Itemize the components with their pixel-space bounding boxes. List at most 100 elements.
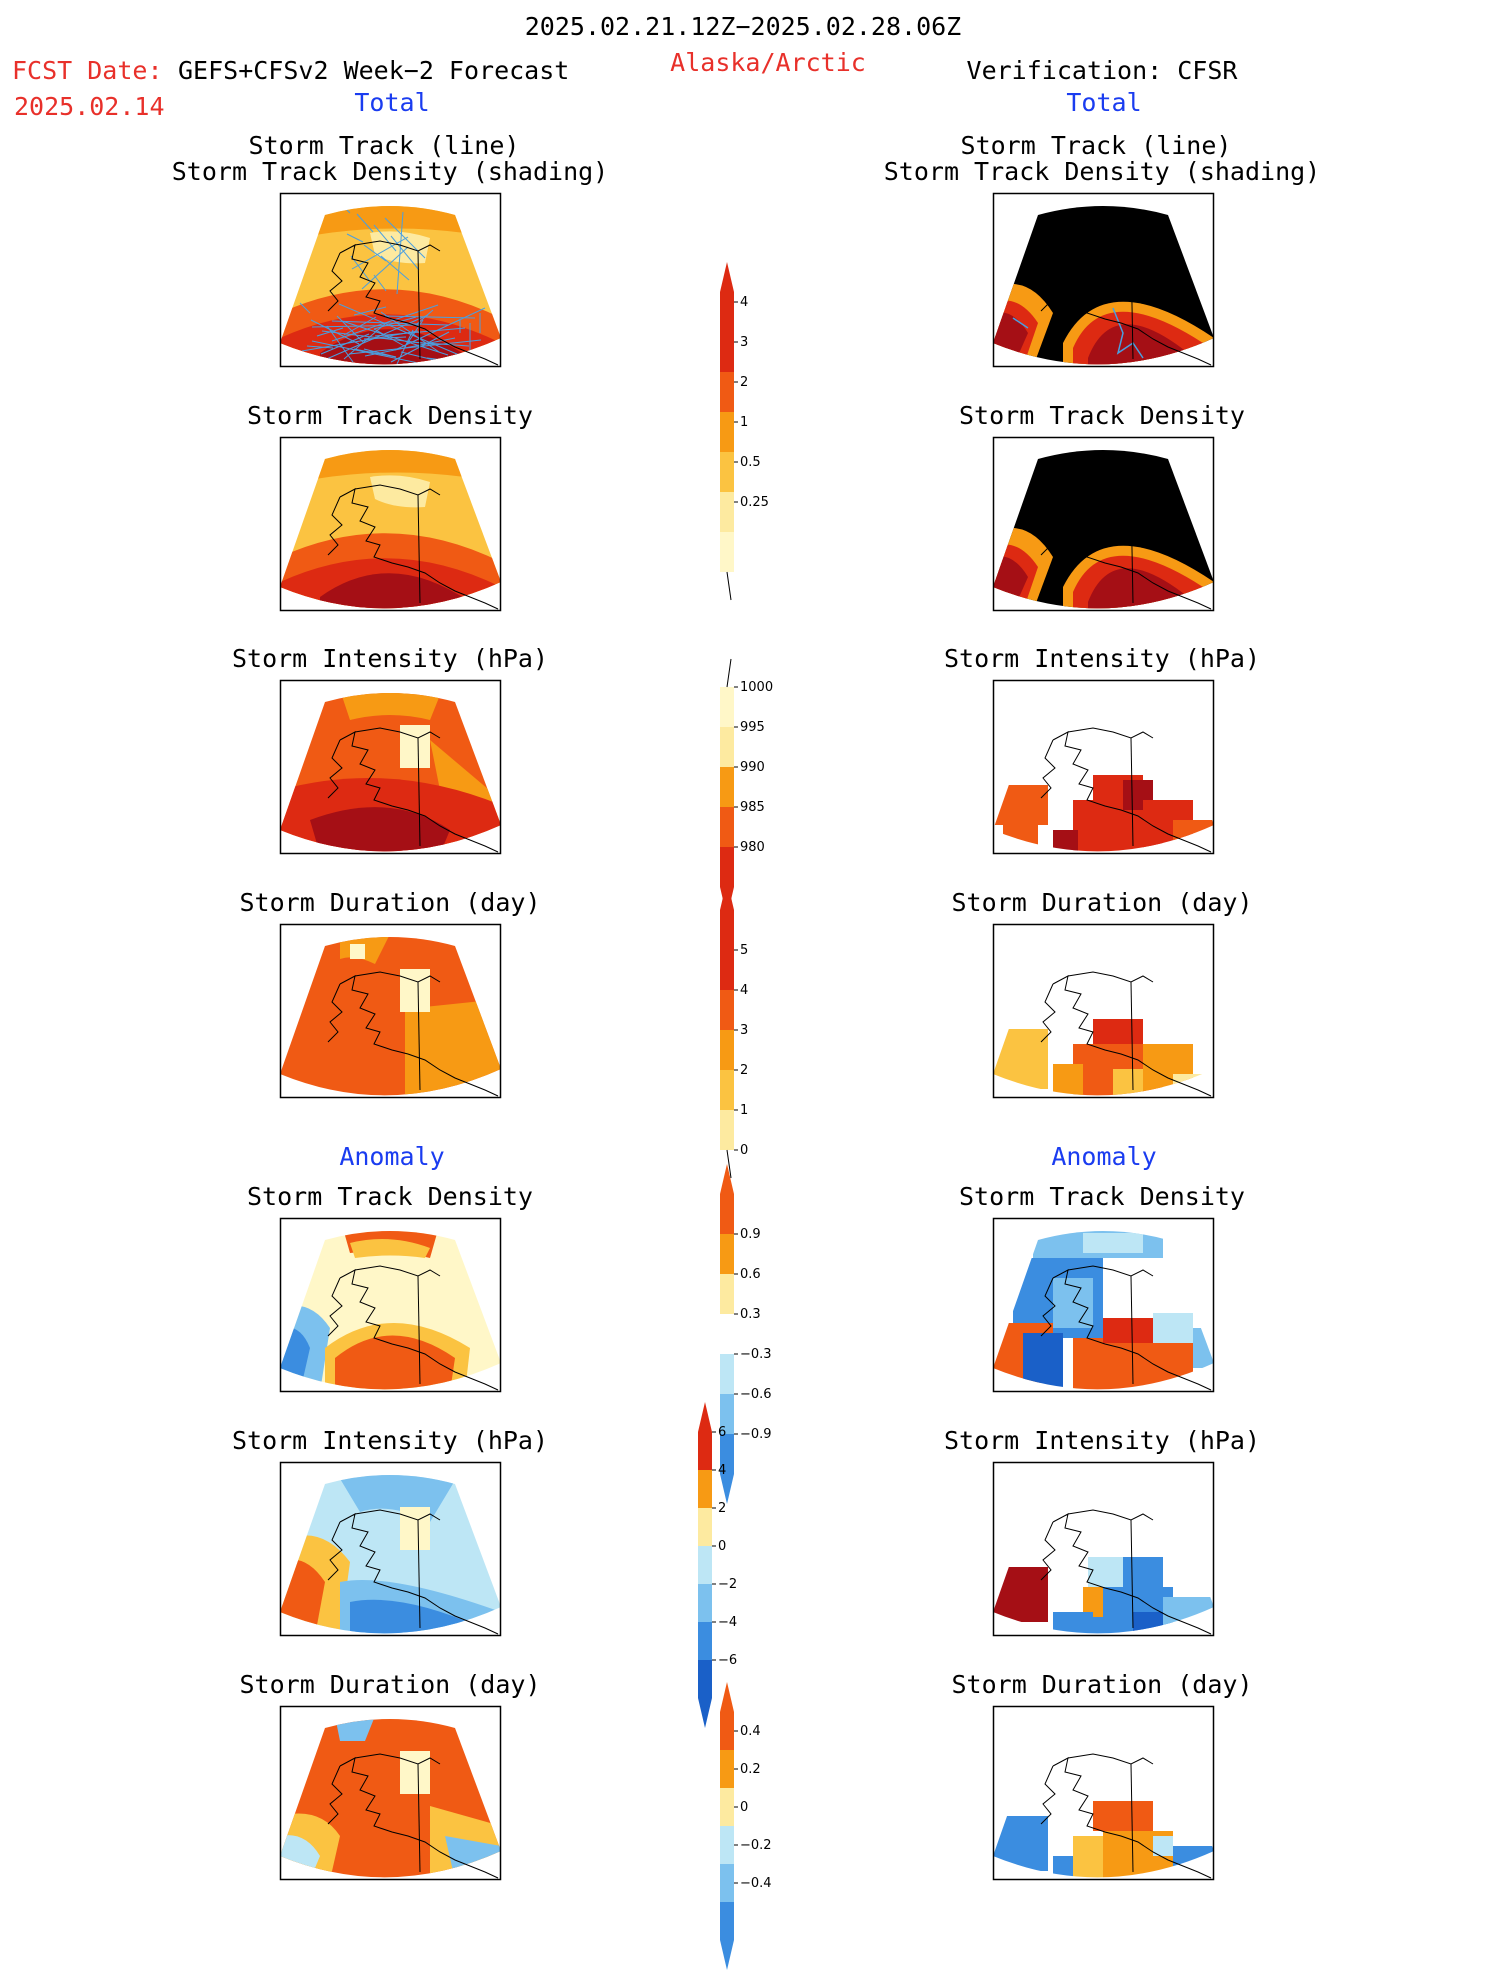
storm-track-line [336,315,364,343]
forecast-period-title: 2025.02.21.12Z−2025.02.28.06Z [524,12,962,41]
left-total-heading: Total [354,88,430,117]
colorbar-tick-label: −0.2 [740,1838,772,1853]
colorbar-tick-label: −0.3 [740,1347,772,1362]
shade-region-5 [335,1719,375,1741]
alaska-canada-border [417,1763,421,1873]
left-track-line-title: Storm Track (line) [248,131,520,160]
colorbar-tick-label: 0.2 [740,1762,761,1777]
colorbar-segment-2 [720,990,734,1030]
grid-block-7 [1133,1612,1163,1634]
colorbar-tick-label: 0.3 [740,1307,761,1322]
map-frame [992,436,1215,612]
grid-block-1 [1088,1557,1123,1587]
coastline [1052,488,1212,610]
colorbar-tick-label: 6 [718,1425,726,1440]
coastline-west [1040,983,1056,1043]
colorbar-segment-5 [698,1622,712,1660]
coastline-west [327,983,343,1043]
map-frame [992,1461,1215,1637]
storm-track-line [396,211,404,295]
coastline [1052,1513,1212,1635]
coastline-north [354,727,441,739]
storm-track-line [343,322,387,360]
colorbar-segment-4 [720,452,734,492]
colorbar-segment-2 [720,372,734,412]
colorbar-tick-label: 4 [740,295,748,310]
alaska-canada-border [417,494,421,604]
shade-region-2 [350,1239,430,1258]
grid-block-6 [1153,1836,1173,1856]
storm-track-line [343,316,377,336]
coastline-west [1040,252,1056,312]
coastline-west [327,739,343,799]
right-density-title: Storm Track Density [959,401,1245,430]
colorbar-tick-label: 995 [740,720,765,735]
grid-block-9 [1193,1328,1214,1368]
coastline [339,1513,499,1635]
grid-block-2 [1123,1557,1163,1587]
left-density-title: Storm Track Density [247,401,533,430]
map-right-intensity-anomaly [992,1461,1215,1637]
grid-block-4 [1143,1044,1193,1096]
colorbar-segment-3 [720,1826,734,1864]
colorbar-segment-0 [720,1194,734,1234]
coastline [1052,1757,1212,1879]
storm-track-line [338,303,472,361]
grid-block-1 [1093,1019,1143,1044]
colorbar-tick-label: 990 [740,760,765,775]
left-anom-density-title: Storm Track Density [247,1182,533,1211]
coastline-north [1067,1509,1154,1521]
storm-track-line [394,307,486,351]
shade-region-5 [310,807,450,852]
storm-track-line [316,327,344,337]
left-anomaly-heading: Anomaly [339,1142,445,1171]
storm-track-line [380,255,410,281]
alaska-canada-border [1130,1763,1134,1873]
colorbar-tick-label: 3 [740,1023,748,1038]
colorbar-segment-6 [720,532,734,572]
colorbar-tick-label: 0.25 [740,495,769,510]
colorbar-segment-1 [720,1750,734,1788]
colorbar-extension-line [726,658,732,688]
colorbar-total-density: 0.25 0.5 1 2 3 4 [720,262,769,601]
map-frame [992,679,1215,855]
grid-block-4 [1083,1587,1103,1617]
coastline-north [354,1509,441,1521]
coastline [339,244,499,366]
map-frame [279,1217,502,1393]
colorbar-segment-4 [720,1864,734,1902]
colorbar-tick-label: −0.4 [740,1876,772,1891]
map-right-intensity-total [992,679,1215,855]
shade-region-3 [400,969,430,1012]
colorbar-tick-label: 2 [718,1501,726,1516]
map-frame [992,1217,1215,1393]
coastline-west [1040,739,1056,799]
coastline-west [327,1765,343,1825]
map-left-intensity-total [279,679,502,855]
alaska-canada-border [417,737,421,847]
grid-block-3 [1053,1064,1083,1096]
storm-track-line [363,244,387,262]
coastline-west [327,252,343,312]
colorbar-anomaly-duration: 0.4 0.2 0 −0.2 −0.4 [720,1682,772,1970]
coastline [339,731,499,853]
colorbar-tick-label: 5 [740,943,748,958]
colorbar-arrow-bottom [698,1698,712,1728]
grid-block-5 [1173,1846,1214,1878]
left-anom-intensity-title: Storm Intensity (hPa) [231,1426,549,1455]
grid-block-5 [1113,1069,1143,1096]
colorbar-tick-label: 0 [740,1143,748,1158]
shade-region-1 [315,450,465,479]
colorbar-segment-4 [720,1070,734,1110]
colorbar-segment-2 [720,1788,734,1826]
right-track-shading-title: Storm Track Density (shading) [883,157,1321,186]
colorbar-segment-3 [720,807,734,847]
storm-track-line [301,330,419,352]
map-right-duration-total [992,923,1215,1099]
colorbar-tick-label: 3 [740,335,748,350]
colorbar-segment-2 [720,1274,734,1314]
alaska-canada-border [417,981,421,1091]
colorbar-tick-label: 0.6 [740,1267,761,1282]
storm-track-line [311,340,429,365]
colorbar-tick-label: 1 [740,415,748,430]
